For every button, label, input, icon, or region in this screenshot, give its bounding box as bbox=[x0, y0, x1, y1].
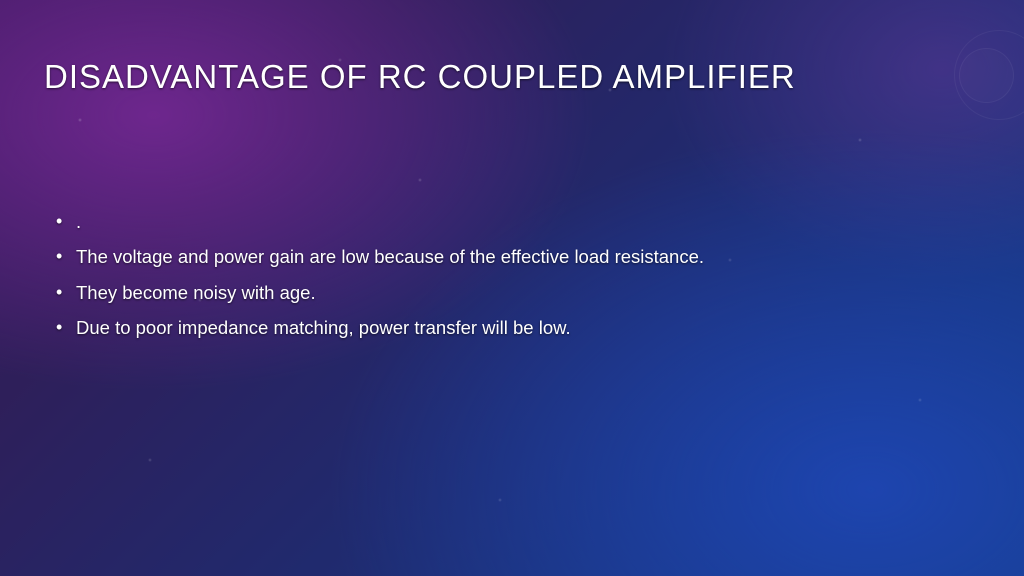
list-item: Due to poor impedance matching, power tr… bbox=[56, 312, 980, 343]
bullet-list: . The voltage and power gain are low bec… bbox=[44, 206, 980, 344]
list-item: The voltage and power gain are low becau… bbox=[56, 241, 980, 272]
list-item: . bbox=[56, 206, 980, 237]
slide-title: DISADVANTAGE OF RC COUPLED AMPLIFIER bbox=[44, 58, 980, 96]
slide: DISADVANTAGE OF RC COUPLED AMPLIFIER . T… bbox=[0, 0, 1024, 576]
list-item: They become noisy with age. bbox=[56, 277, 980, 308]
